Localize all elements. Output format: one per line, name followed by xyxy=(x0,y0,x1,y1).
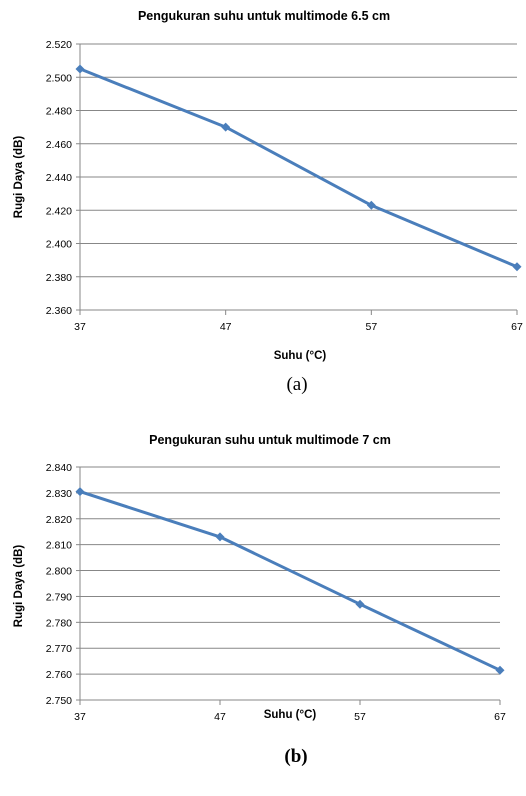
chart-a-x-tick-label: 57 xyxy=(365,321,377,333)
chart-a-y-tick-label: 2.460 xyxy=(46,139,72,151)
chart-b-y-ticks: 2.750 2.760 2.770 2.780 2.790 2.800 2.810 2.820… xyxy=(46,462,72,707)
chart-a-x-axis-label: Suhu (°C) xyxy=(274,350,327,362)
chart-a-title: Pengukuran suhu untuk multimode 6.5 cm xyxy=(138,9,390,23)
chart-b-data-point xyxy=(215,532,225,542)
chart-a: Pengukuran suhu untuk multimode 6.5 cm 2… xyxy=(13,9,523,395)
chart-a-data-point xyxy=(221,122,231,132)
chart-b-y-axis-label: Rugi Daya (dB) xyxy=(13,545,25,628)
chart-b-x-tick-label: 47 xyxy=(214,711,226,723)
chart-b-caption: (b) xyxy=(284,746,307,767)
chart-a-x-tick-label: 37 xyxy=(74,321,86,333)
chart-b-y-tick-label: 2.780 xyxy=(46,617,72,629)
chart-a-y-axis-label: Rugi Daya (dB) xyxy=(13,136,25,219)
chart-a-data-point xyxy=(366,200,376,210)
chart-a-y-tick-label: 2.440 xyxy=(46,172,72,184)
chart-b: Pengukuran suhu untuk multimode 7 cm 2.7… xyxy=(13,433,506,767)
chart-a-y-tick-label: 2.360 xyxy=(46,305,72,317)
chart-b-y-tick-label: 2.830 xyxy=(46,488,72,500)
chart-b-y-tick-label: 2.770 xyxy=(46,643,72,655)
chart-a-data-point xyxy=(512,262,522,272)
chart-b-data-point xyxy=(75,487,85,497)
chart-b-y-tick-label: 2.750 xyxy=(46,695,72,707)
chart-b-series xyxy=(75,487,505,675)
chart-b-y-tick-label: 2.810 xyxy=(46,540,72,552)
chart-a-x-tick-label: 47 xyxy=(220,321,232,333)
chart-a-series xyxy=(75,64,522,272)
chart-a-caption: (a) xyxy=(286,374,307,395)
chart-a-y-tick-label: 2.420 xyxy=(46,205,72,217)
chart-b-y-tick-label: 2.800 xyxy=(46,566,72,578)
chart-a-y-ticks: 2.360 2.380 2.400 2.420 2.440 2.460 2.480 2.500… xyxy=(46,39,72,317)
chart-a-data-point xyxy=(75,64,85,74)
chart-b-x-tick-label: 57 xyxy=(354,711,366,723)
chart-a-axes xyxy=(76,43,518,315)
chart-b-title: Pengukuran suhu untuk multimode 7 cm xyxy=(149,433,391,447)
chart-a-y-tick-label: 2.400 xyxy=(46,239,72,251)
chart-b-x-axis-label: Suhu (°C) xyxy=(264,709,317,721)
chart-b-axes xyxy=(76,466,501,705)
chart-a-y-tick-label: 2.380 xyxy=(46,272,72,284)
chart-b-y-tick-label: 2.840 xyxy=(46,462,72,474)
chart-a-y-tick-label: 2.480 xyxy=(46,106,72,118)
chart-b-data-point xyxy=(355,599,365,609)
chart-b-y-tick-label: 2.760 xyxy=(46,669,72,681)
chart-a-gridlines xyxy=(80,43,517,278)
chart-b-x-tick-label: 67 xyxy=(494,711,506,723)
chart-a-series-line xyxy=(79,67,518,269)
chart-a-x-tick-label: 67 xyxy=(511,321,523,333)
chart-a-y-tick-label: 2.500 xyxy=(46,72,72,84)
chart-b-x-tick-label: 37 xyxy=(74,711,86,723)
chart-b-y-tick-label: 2.820 xyxy=(46,514,72,526)
chart-b-y-tick-label: 2.790 xyxy=(46,591,72,603)
chart-a-y-tick-label: 2.520 xyxy=(46,39,72,51)
chart-b-series-line xyxy=(79,490,501,672)
chart-b-data-point xyxy=(495,665,505,675)
chart-b-gridlines xyxy=(80,466,500,675)
chart-b-x-ticks: 37 47 57 67 xyxy=(74,711,506,723)
chart-a-x-ticks: 37 47 57 67 xyxy=(74,321,523,333)
